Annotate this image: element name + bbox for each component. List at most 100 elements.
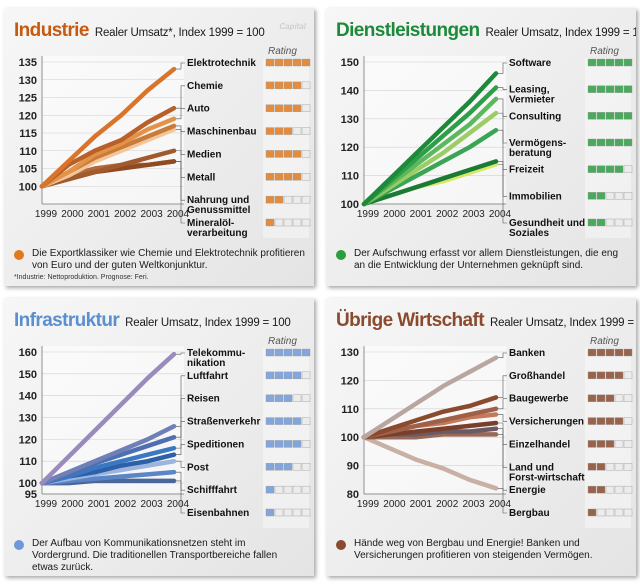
rating-header: Rating [268,336,297,347]
rating-box [301,58,311,67]
series-label-5: Metall [187,172,216,183]
y-tick-label: 140 [341,85,359,97]
rating-box [301,463,311,471]
rating-box [596,112,606,120]
leader-line [176,161,185,224]
rating-box [265,104,275,112]
rating-box [587,348,597,357]
rating-box [623,440,633,448]
chart-header: Übrige Wirtschaft Realer Umsatz, Index 19… [336,310,636,336]
rating-3 [265,127,311,135]
y-tick-label: 110 [341,171,359,183]
rating-box [605,440,615,448]
rating-box [265,371,275,380]
rating-box [605,85,615,93]
rating-3 [265,417,311,425]
series-label-7: Bergbau [509,508,550,519]
rating-box [623,485,633,494]
note-bullet-icon [336,250,346,260]
series-label-3: Maschinenbau [187,127,256,138]
rating-box [596,138,606,147]
rating-box [292,150,302,158]
chart-header: Infrastruktur Realer Umsatz, Index 1999 =… [14,310,308,336]
x-tick-label: 2001 [88,209,111,220]
leader-line [176,398,185,438]
series-label-7: Mineralöl-verarbeitungMineralöl-verarbei… [187,218,248,239]
rating-box [587,371,597,380]
rating-box [587,485,597,494]
rating-7 [265,218,311,227]
y-tick-label: 110 [341,404,359,416]
rating-box [301,348,311,357]
x-tick-label: 1999 [357,499,380,510]
series-label-2: Reisen [187,394,220,405]
rating-box [623,58,633,67]
leader-line [498,352,507,358]
rating-box [292,485,302,494]
series-line-0 [361,355,499,440]
x-tick-label: 2004 [489,209,512,220]
rating-box [623,218,633,227]
rating-box [605,485,615,494]
y-tick-label: 125 [19,93,37,105]
rating-box [596,508,606,517]
x-tick-label: 1999 [357,209,380,220]
series-label-3: Versicherungen [509,417,584,428]
series-line-5 [361,159,499,207]
rating-3 [587,417,633,425]
rating-box [283,508,293,517]
y-tick-label: 120 [19,110,37,122]
rating-box [587,463,597,471]
rating-box [614,485,624,494]
footnote: *Industrie: Nettoproduktion. Prognose: F… [14,274,149,281]
rating-box [301,150,311,158]
rating-2 [265,394,311,402]
rating-box [283,371,293,380]
leader-line [498,398,507,410]
rating-box [292,127,302,135]
x-tick-label: 2002 [114,499,137,510]
series-line-0 [39,66,177,189]
rating-box [614,440,624,448]
series-label-1: Großhandel [509,371,565,382]
series-label-1: Chemie [187,81,224,92]
rating-box [596,165,606,173]
series-label-4: Freizeit [509,165,545,176]
series-label-0: Telekommu-nikationTelekommu-nikation [187,348,245,369]
y-tick-label: 100 [19,181,37,193]
rating-box [605,417,615,425]
y-tick-label: 150 [341,57,359,69]
series-label-4: Medien [187,149,221,160]
note-text: Der Aufbau von Kommunikationsnetzen steh… [32,538,278,573]
series-label-4: Speditionen [187,439,244,450]
y-tick-label: 135 [19,57,37,69]
chart-note: Der Aufschwung erfasst vor allem Dienstl… [336,248,628,272]
chart-title: Dienstleistungen [336,20,480,41]
series-label-5: Immobilien [509,191,562,202]
rating-box [614,508,624,517]
chart-title: Infrastruktur [14,310,120,331]
y-tick-label: 95 [25,489,37,501]
series-line-2 [39,116,177,189]
rating-1 [587,85,633,93]
rating-5 [587,192,633,200]
chart-subtitle: Realer Umsatz, Index 1999 = 100 [485,27,636,39]
x-tick-label: 2004 [167,499,190,510]
rating-box [596,394,606,402]
y-tick-label: 100 [341,432,359,444]
rating-2 [265,104,311,112]
y-tick-label: 150 [19,369,37,381]
leader-line [176,352,185,355]
rating-header: Rating [590,336,619,347]
rating-box [265,485,275,494]
rating-box [301,81,311,90]
note-bullet-icon [336,540,346,550]
series-line-5 [39,148,177,189]
leader-line [176,108,185,120]
rating-box [605,112,615,120]
rating-header: Rating [268,46,297,57]
x-tick-label: 2002 [436,499,459,510]
chart-header: Industrie Realer Umsatz*, Index 1999 = 10… [14,20,308,46]
x-tick-label: 2000 [383,209,406,220]
